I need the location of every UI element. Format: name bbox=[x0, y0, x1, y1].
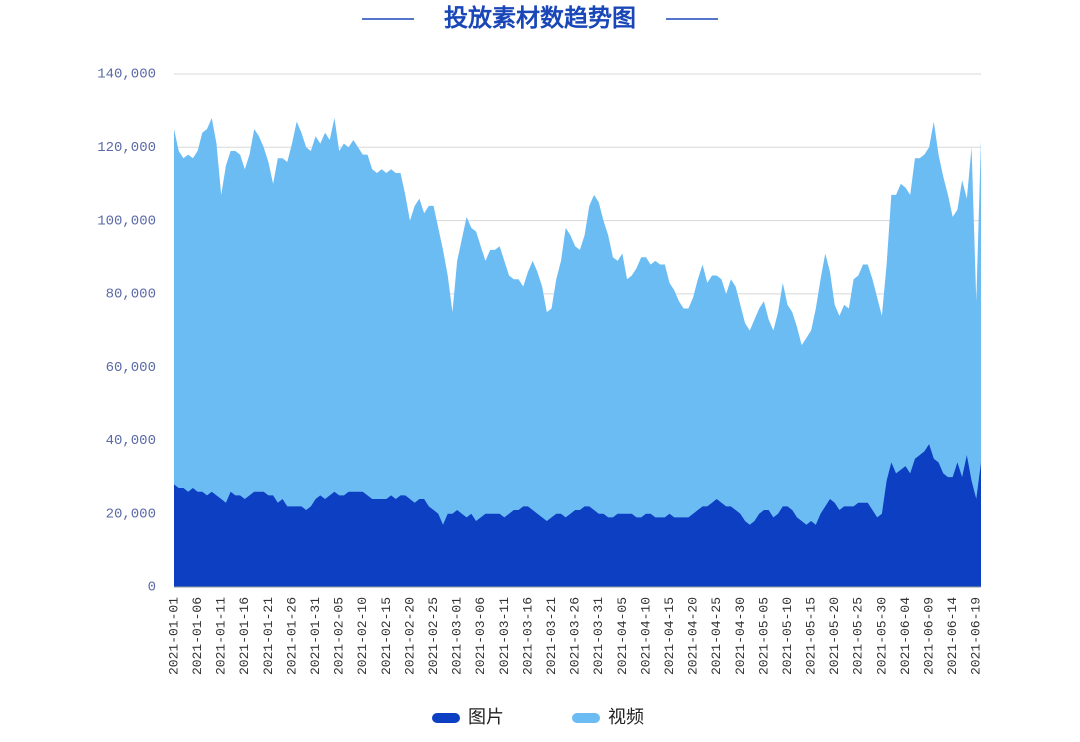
x-tick-label: 2021-03-06 bbox=[473, 597, 488, 675]
y-tick-label: 0 bbox=[148, 580, 156, 596]
x-tick-label: 2021-01-11 bbox=[214, 597, 229, 675]
x-tick-label: 2021-04-05 bbox=[615, 597, 630, 675]
x-tick-label: 2021-02-25 bbox=[426, 597, 441, 675]
x-tick-label: 2021-04-10 bbox=[638, 597, 653, 675]
x-tick-label: 2021-01-06 bbox=[190, 597, 205, 675]
legend-swatch bbox=[572, 713, 600, 723]
x-tick-label: 2021-01-21 bbox=[261, 597, 276, 675]
x-tick-label: 2021-05-10 bbox=[780, 597, 795, 675]
areas bbox=[174, 117, 981, 587]
x-tick-label: 2021-05-30 bbox=[874, 597, 889, 675]
y-tick-label: 100,000 bbox=[97, 213, 156, 229]
y-tick-label: 120,000 bbox=[97, 140, 156, 156]
x-tick-label: 2021-01-01 bbox=[166, 597, 181, 675]
legend: 图片 视频 bbox=[432, 707, 644, 728]
y-tick-label: 80,000 bbox=[106, 287, 156, 303]
x-tick-label: 2021-04-20 bbox=[686, 597, 701, 675]
y-tick-label: 140,000 bbox=[97, 67, 156, 83]
legend-swatch bbox=[432, 713, 460, 723]
x-tick-label: 2021-03-26 bbox=[568, 597, 583, 675]
chart-title: 投放素材数趋势图 bbox=[444, 4, 636, 32]
x-tick-label: 2021-03-16 bbox=[520, 597, 535, 675]
x-tick-label: 2021-04-15 bbox=[662, 597, 677, 675]
x-tick-label: 2021-05-05 bbox=[756, 597, 771, 675]
y-tick-label: 20,000 bbox=[106, 506, 156, 522]
x-tick-label: 2021-06-09 bbox=[922, 597, 937, 675]
area bbox=[174, 117, 981, 587]
area bbox=[174, 444, 981, 587]
x-tick-label: 2021-03-21 bbox=[544, 597, 559, 675]
legend-label: 视频 bbox=[608, 707, 644, 728]
y-tick-label: 40,000 bbox=[106, 433, 156, 449]
x-tick-label: 2021-06-14 bbox=[945, 597, 960, 675]
x-tick-label: 2021-02-05 bbox=[332, 597, 347, 675]
x-tick-label: 2021-01-16 bbox=[237, 597, 252, 675]
x-tick-label: 2021-01-31 bbox=[308, 597, 323, 675]
x-tick-label: 2021-05-20 bbox=[827, 597, 842, 675]
x-tick-label: 2021-03-01 bbox=[450, 597, 465, 675]
x-tick-label: 2021-04-30 bbox=[733, 597, 748, 675]
axis: 0 20,000 40,000 60,000 80,000 100,000 120,000 1… bbox=[97, 67, 984, 675]
x-tick-label: 2021-02-15 bbox=[379, 597, 394, 675]
x-tick-label: 2021-06-04 bbox=[898, 597, 913, 675]
x-tick-label: 2021-01-26 bbox=[284, 597, 299, 675]
x-tick-label: 2021-03-31 bbox=[591, 597, 606, 675]
x-tick-label: 2021-05-25 bbox=[851, 597, 866, 675]
x-tick-label: 2021-04-25 bbox=[709, 597, 724, 675]
x-tick-label: 2021-02-20 bbox=[402, 597, 417, 675]
x-tick-label: 2021-03-11 bbox=[497, 597, 512, 675]
x-tick-label: 2021-06-19 bbox=[969, 597, 984, 675]
y-tick-label: 60,000 bbox=[106, 360, 156, 376]
x-tick-label: 2021-05-15 bbox=[804, 597, 819, 675]
legend-label: 图片 bbox=[468, 707, 504, 728]
x-tick-label: 2021-02-10 bbox=[355, 597, 370, 675]
